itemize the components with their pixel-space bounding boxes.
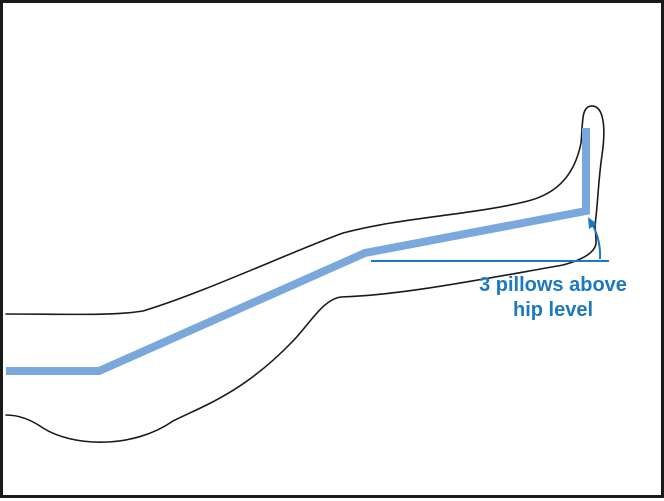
elevation-annotation: 3 pillows above hip level [453,273,653,323]
leg-outline-top [5,105,605,316]
leg-axis-line [6,128,590,375]
annotation-line-2: hip level [512,299,594,321]
angle-arrowhead-icon [588,217,597,229]
annotation-line-1: 3 pillows above [479,274,627,296]
leg-elevation-diagram [5,105,609,443]
leg-outline-bottom [5,224,597,443]
